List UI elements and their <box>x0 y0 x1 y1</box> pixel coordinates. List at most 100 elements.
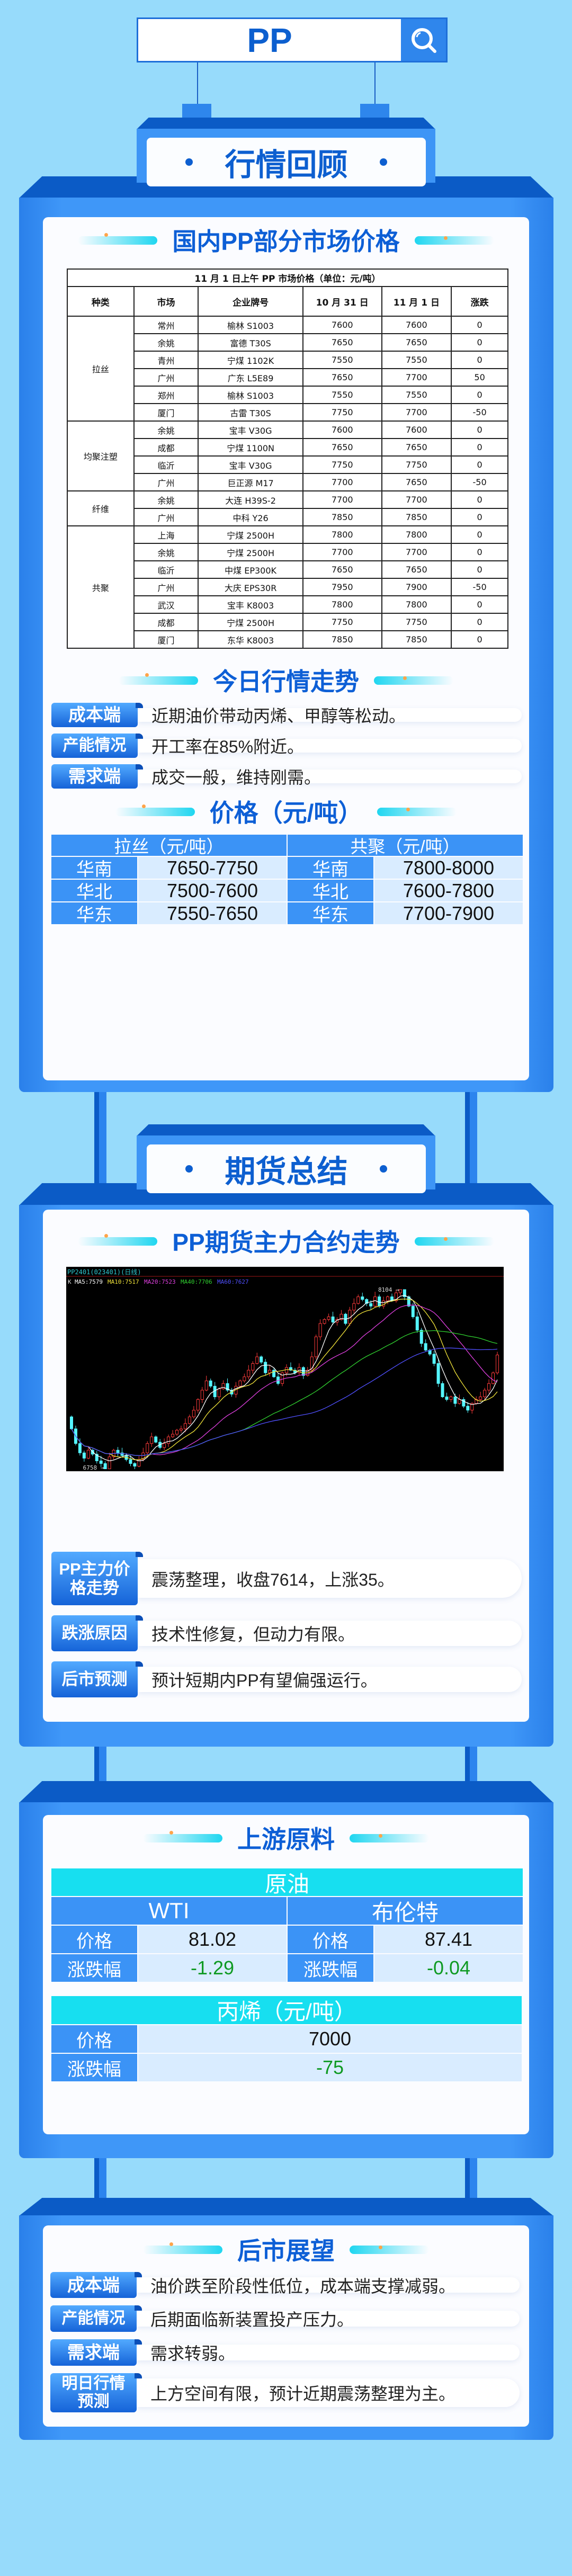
grade-cell: 榆林 S1003 <box>198 386 303 404</box>
candle <box>247 1365 251 1380</box>
panel-top <box>19 1781 553 1803</box>
column-header: 10 月 31 日 <box>302 286 382 317</box>
candle <box>187 1414 191 1425</box>
price-oct31-cell: 7850 <box>302 508 382 526</box>
candle <box>268 1365 272 1376</box>
info-text: 油价跌至阶段性低位，成本端支撑减弱。 <box>137 2277 520 2296</box>
candle <box>171 1430 175 1438</box>
info-label: 明日行情预测 <box>50 2373 142 2412</box>
market-cell: 成都 <box>133 438 199 457</box>
price-range: 7550-7650 <box>138 902 287 924</box>
brush-decoration-icon <box>377 804 467 818</box>
info-text: 上方空间有限，预计近期震荡整理为主。 <box>137 2378 520 2407</box>
outlook-item-capacity: 产能情况 后期面临新装置投产压力。 <box>50 2305 520 2332</box>
candle <box>331 1311 335 1325</box>
info-text: 预计短期内PP有望偏强运行。 <box>138 1667 522 1692</box>
change-cell: 0 <box>451 333 508 352</box>
price-range: 7650-7750 <box>138 857 287 879</box>
change-cell: 0 <box>451 560 508 579</box>
candle <box>95 1451 99 1464</box>
change-cell: 0 <box>451 613 508 631</box>
candle <box>209 1378 212 1388</box>
grade-cell: 广东 L5E89 <box>198 368 303 387</box>
grade-cell: 宁煤 2500H <box>198 525 303 544</box>
propylene-change: -75 <box>138 2054 522 2081</box>
brush-decoration-icon <box>67 1234 158 1248</box>
search-icon <box>411 28 436 53</box>
price-nov1-cell: 7550 <box>381 351 452 369</box>
price-oct31-cell: 7700 <box>302 543 382 561</box>
table-row: 纤维 余姚 大连 H39S-2 7700 7700 0 <box>67 490 508 526</box>
candle <box>196 1398 200 1413</box>
change-cell: -50 <box>451 578 508 596</box>
market-price-heading: 国内PP部分市场价格 <box>43 225 529 255</box>
outlook-item-cost: 成本端 油价跌至阶段性低位，成本端支撑减弱。 <box>50 2272 520 2298</box>
chart-title: PP2401(023401)(日线) <box>67 1268 141 1276</box>
outlook-item-demand: 需求端 需求转弱。 <box>50 2339 520 2366</box>
table-title: 11 月 1 日上午 PP 市场价格（单位：元/吨） <box>67 269 508 287</box>
market-price-title: 国内PP部分市场价格 <box>172 228 400 255</box>
info-label: 跌涨原因 <box>51 1615 143 1651</box>
candle <box>415 1311 419 1333</box>
candle <box>327 1313 330 1321</box>
hanging-string <box>374 62 376 105</box>
search-button[interactable] <box>401 19 446 61</box>
change-cell: 0 <box>451 421 508 439</box>
table-row: 广州 巨正源 M17 7700 7650 -50 <box>67 473 508 491</box>
brush-decoration-icon <box>67 233 158 247</box>
price-nov1-cell: 7650 <box>381 560 452 579</box>
table-row: 余姚 宁煤 2500H 7700 7700 0 <box>67 543 508 561</box>
candle <box>445 1392 449 1402</box>
price-oct31-cell: 7700 <box>302 473 382 491</box>
info-text: 成交一般，维持刚需。 <box>138 768 522 787</box>
candle <box>398 1289 402 1296</box>
info-text: 需求转弱。 <box>137 2344 520 2363</box>
grade-cell: 宁煤 1102K <box>198 351 303 369</box>
outlook-item-forecast: 明日行情预测 上方空间有限，预计近期震荡整理为主。 <box>50 2373 520 2412</box>
table-row: 广州 中科 Y26 7850 7850 0 <box>67 508 508 526</box>
upstream-heading: 上游原料 <box>43 1823 529 1853</box>
candle <box>403 1289 406 1301</box>
outlook-title: 后市展望 <box>237 2237 335 2265</box>
search-bar[interactable]: PP <box>137 17 448 62</box>
candle <box>361 1292 364 1302</box>
candle <box>86 1446 90 1460</box>
trend-heading: 今日行情走势 <box>43 665 529 695</box>
crude-header: 原油 <box>51 1868 523 1897</box>
price-nov1-cell: 7700 <box>381 368 452 387</box>
review-tab: 行情回顾 <box>137 118 435 187</box>
candle <box>74 1425 77 1446</box>
candle <box>133 1462 137 1469</box>
price-oct31-cell: 7800 <box>302 595 382 614</box>
upstream-title: 上游原料 <box>237 1826 335 1853</box>
candle <box>141 1447 145 1462</box>
market-cell: 广州 <box>133 578 199 596</box>
price-oct31-cell: 7850 <box>302 630 382 649</box>
support-pole <box>465 1092 477 1190</box>
info-label: 成本端 <box>51 703 143 727</box>
table-row: 均聚注塑 余姚 宝丰 V30G 7600 7600 0 <box>67 421 508 491</box>
price-nov1-cell: 7900 <box>381 578 452 596</box>
grade-cell: 中煤 EP300K <box>198 560 303 579</box>
candle <box>103 1461 107 1469</box>
change-cell: 50 <box>451 368 508 387</box>
grade-cell: 宝丰 K8003 <box>198 595 303 614</box>
candle <box>146 1441 149 1456</box>
futures-tab: 期货总结 <box>137 1124 435 1194</box>
change-cell: 0 <box>451 438 508 457</box>
price-nov1-cell: 7800 <box>381 595 452 614</box>
candle <box>251 1361 255 1374</box>
hanging-string <box>197 62 198 105</box>
price-nov1-cell: 7750 <box>381 455 452 474</box>
propylene-price: 7000 <box>138 2025 522 2053</box>
price-nov1-cell: 7650 <box>381 333 452 352</box>
candle <box>150 1433 154 1447</box>
search-text[interactable]: PP <box>247 21 292 59</box>
price-oct31-cell: 7550 <box>302 351 382 369</box>
column-header: 种类 <box>67 286 135 317</box>
candle <box>479 1391 482 1402</box>
brush-decoration-icon <box>414 233 505 247</box>
candle <box>483 1388 487 1400</box>
market-cell: 广州 <box>133 473 199 491</box>
region-label: 华北 <box>51 880 137 902</box>
